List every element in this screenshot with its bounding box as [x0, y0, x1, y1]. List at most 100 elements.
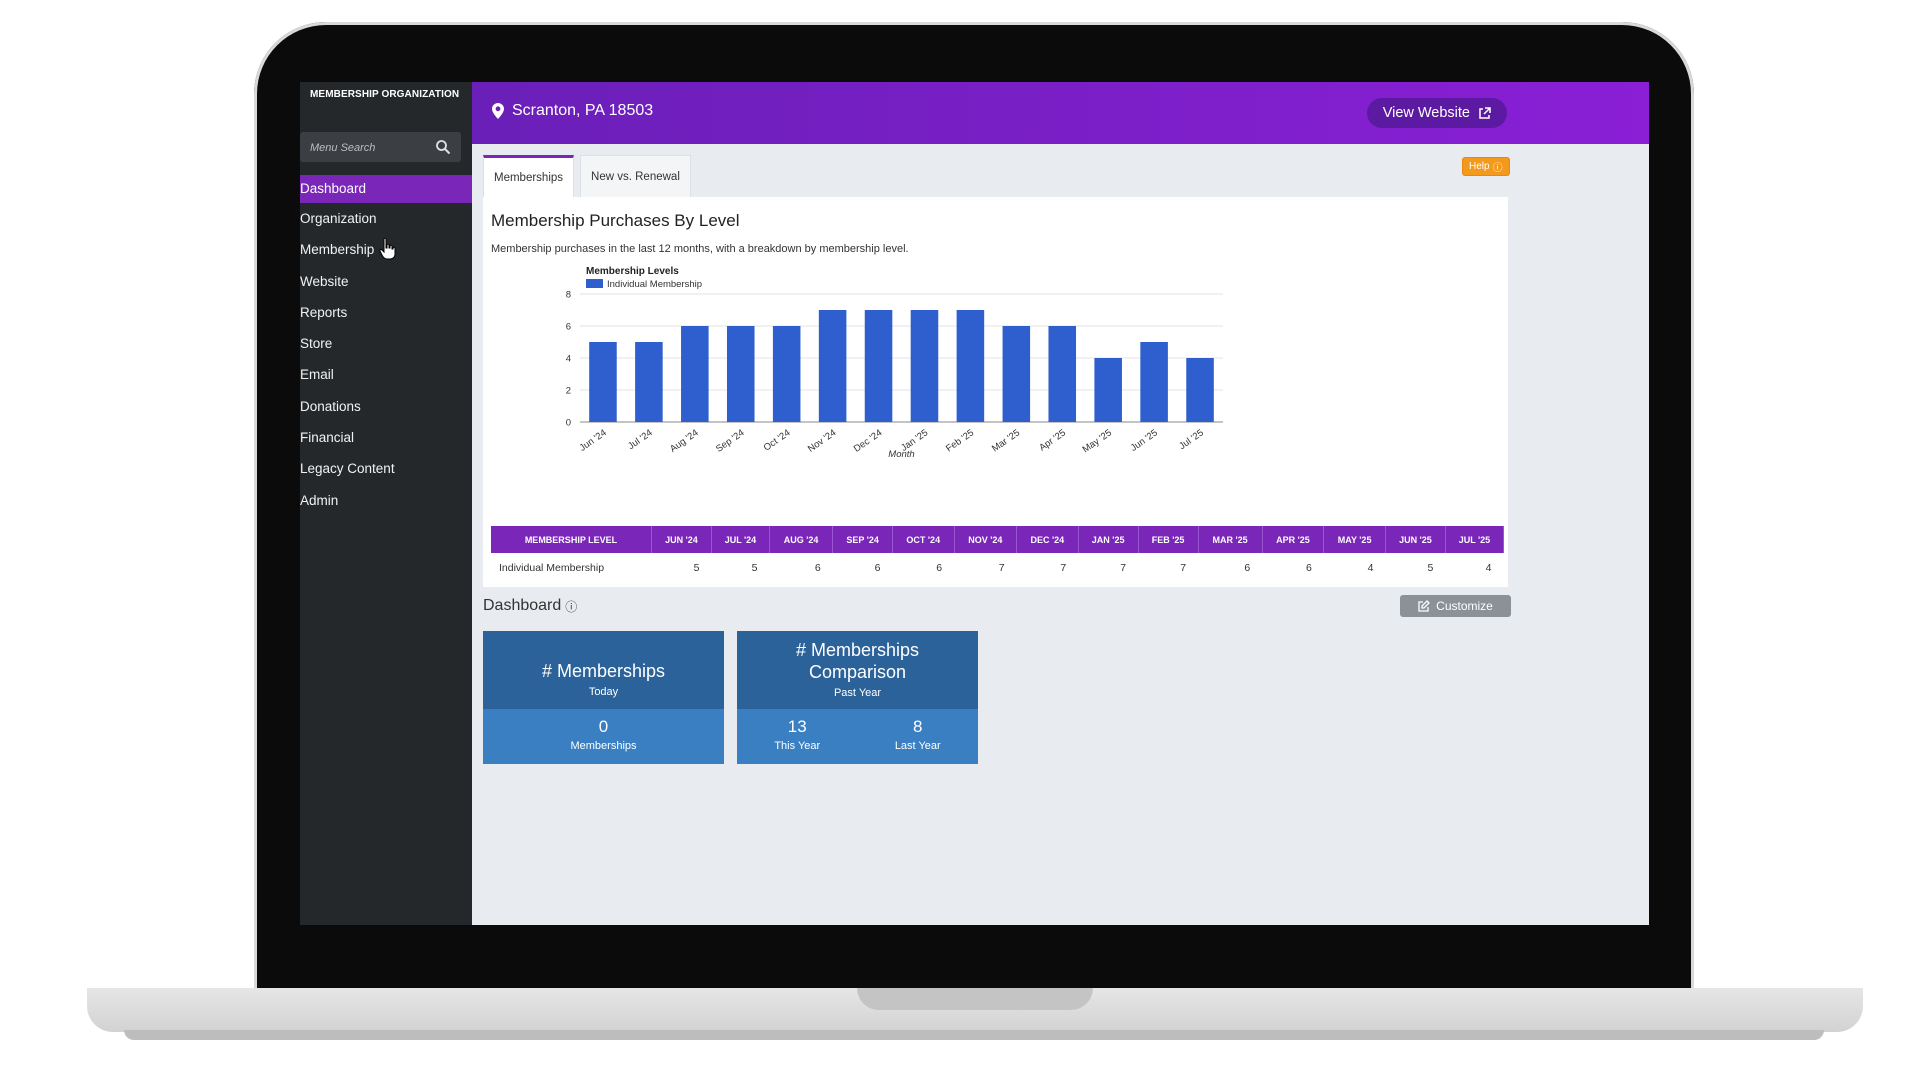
y-tick-label: 0	[566, 418, 571, 429]
x-axis-label: Month	[888, 449, 914, 460]
table-header-row: MEMBERSHIP LEVEL JUN '24 JUL '24 AUG '24 SE…	[491, 526, 1505, 553]
tab-new-vs-renewal[interactable]: New vs. Renewal	[580, 155, 691, 201]
sidebar-item-admin[interactable]: Admin	[300, 492, 339, 508]
table-header-month: AUG '24	[769, 526, 834, 553]
memberships-today-card[interactable]: # Memberships Today 0 Memberships	[483, 631, 724, 764]
bar	[1002, 326, 1031, 422]
memberships-comparison-card[interactable]: # Memberships Comparison Past Year 13 Th…	[737, 631, 978, 764]
x-tick-label: Dec '24	[852, 427, 884, 454]
search-icon[interactable]	[435, 139, 451, 155]
table-header-month: JUL '24	[711, 526, 770, 553]
card-title: # Memberships	[541, 661, 666, 681]
hand-cursor-icon	[379, 238, 396, 260]
laptop-screen: MEMBERSHIP ORGANIZATION Dashboard Organi…	[300, 82, 1649, 925]
card-subtitle: Today	[588, 686, 619, 698]
org-name: MEMBERSHIP ORGANIZATION	[310, 89, 460, 100]
card-stat-label: Last Year	[894, 740, 941, 752]
table-header-month: APR '25	[1262, 526, 1325, 553]
map-pin-icon	[492, 103, 504, 119]
x-tick-label: Apr '25	[1037, 427, 1068, 453]
sidebar-item-email[interactable]: Email	[300, 367, 334, 383]
x-tick-label: Oct '24	[762, 427, 793, 453]
card-stat-label: This Year	[774, 740, 821, 752]
edit-icon	[1418, 600, 1431, 612]
bar	[1048, 326, 1077, 422]
table-cell-value: 4	[1367, 561, 1374, 574]
table-header-month: JAN '25	[1078, 526, 1139, 553]
bar	[1186, 358, 1214, 422]
menu-search-input[interactable]	[308, 138, 432, 158]
top-bar: Scranton, PA 18503 View Website	[472, 82, 1649, 144]
card-stat-value: 0	[598, 717, 609, 736]
sidebar-item-membership[interactable]: Membership	[300, 242, 375, 258]
card-stat-value: 8	[913, 717, 923, 736]
sidebar-item-store[interactable]: Store	[300, 336, 333, 352]
sidebar-item-reports[interactable]: Reports	[300, 304, 348, 320]
legend-title: Membership Levels	[586, 266, 679, 277]
card-body: 13 This Year 8 Last Year	[737, 709, 978, 764]
bar	[635, 342, 663, 422]
legend-label: Individual Membership	[607, 279, 702, 290]
sidebar-item-website[interactable]: Website	[300, 273, 349, 289]
bar	[726, 326, 755, 422]
card-header: # Memberships Comparison Past Year	[737, 631, 978, 709]
x-tick-label: Sep '24	[714, 427, 746, 454]
table-header-month: JUL '25	[1445, 526, 1505, 553]
table-cell-value: 6	[936, 561, 943, 574]
table-cell-value: 7	[1060, 561, 1067, 574]
help-label: Help	[1469, 161, 1490, 172]
sidebar-item-financial[interactable]: Financial	[300, 430, 355, 446]
bar	[1094, 358, 1122, 422]
panel-title: Membership Purchases By Level	[491, 211, 740, 230]
table-cell-value: 4	[1485, 561, 1492, 574]
bar	[864, 310, 893, 422]
location-text: Scranton, PA 18503	[512, 102, 654, 119]
view-website-label: View Website	[1382, 105, 1470, 121]
card-body: 0 Memberships	[483, 709, 724, 764]
bar	[681, 326, 709, 422]
table-row: Individual Membership 5 5 6 6 6 7 7 7 7 6 6 4 5 4	[491, 553, 1504, 582]
laptop-notch	[857, 988, 1093, 1010]
table-header-month: FEB '25	[1138, 526, 1199, 553]
table-header-month: MAR '25	[1198, 526, 1263, 553]
card-stat-value: 13	[787, 717, 807, 736]
membership-level-table: MEMBERSHIP LEVEL JUN '24 JUL '24 AUG '24 SE…	[491, 526, 1505, 582]
card-subtitle: Past Year	[833, 687, 882, 699]
table-cell-value: 6	[1244, 561, 1251, 574]
view-website-button[interactable]: View Website	[1366, 98, 1507, 128]
card-stat: 0 Memberships	[483, 709, 724, 764]
help-icon: ⓘ	[1492, 163, 1503, 174]
help-button[interactable]: Help ⓘ	[1462, 157, 1510, 176]
customize-label: Customize	[1436, 599, 1493, 613]
bar	[589, 342, 617, 422]
sidebar: MEMBERSHIP ORGANIZATION Dashboard Organi…	[300, 82, 472, 925]
table-cell-level: Individual Membership	[499, 561, 605, 574]
x-tick-label: Feb '25	[944, 427, 976, 454]
menu-search[interactable]	[300, 132, 461, 162]
location: Scranton, PA 18503	[492, 102, 653, 120]
table-header-month: SEP '24	[832, 526, 893, 553]
bar	[772, 326, 801, 422]
y-tick-label: 8	[566, 290, 571, 301]
bar	[956, 310, 985, 422]
sidebar-item-donations[interactable]: Donations	[300, 398, 361, 414]
tab-memberships[interactable]: Memberships	[483, 155, 575, 203]
main-content: Memberships New vs. Renewal Help ⓘ Membe…	[472, 144, 1649, 925]
card-title: # Memberships Comparison	[795, 640, 920, 682]
card-stat-label: Memberships	[570, 740, 637, 752]
bar	[910, 310, 939, 422]
membership-purchases-panel: Membership Purchases By Level Membership…	[483, 197, 1508, 587]
sidebar-item-organization[interactable]: Organization	[300, 211, 377, 226]
legend-swatch	[586, 279, 603, 288]
x-tick-label: Mar '25	[990, 427, 1022, 454]
tabs: Memberships New vs. Renewal	[483, 155, 691, 203]
sidebar-item-legacy-content[interactable]: Legacy Content	[300, 461, 395, 477]
customize-button[interactable]: Customize	[1400, 595, 1511, 617]
sidebar-item-dashboard[interactable]: Dashboard	[300, 175, 472, 203]
table-cell-value: 6	[874, 561, 881, 574]
x-tick-label: Aug '24	[668, 427, 700, 454]
info-icon[interactable]: ⓘ	[565, 599, 578, 614]
laptop-base-shadow	[124, 1030, 1824, 1040]
card-stat-last-year: 8 Last Year	[858, 709, 979, 764]
bar-chart: Membership Levels Individual Membership 0 2…	[566, 266, 1223, 460]
